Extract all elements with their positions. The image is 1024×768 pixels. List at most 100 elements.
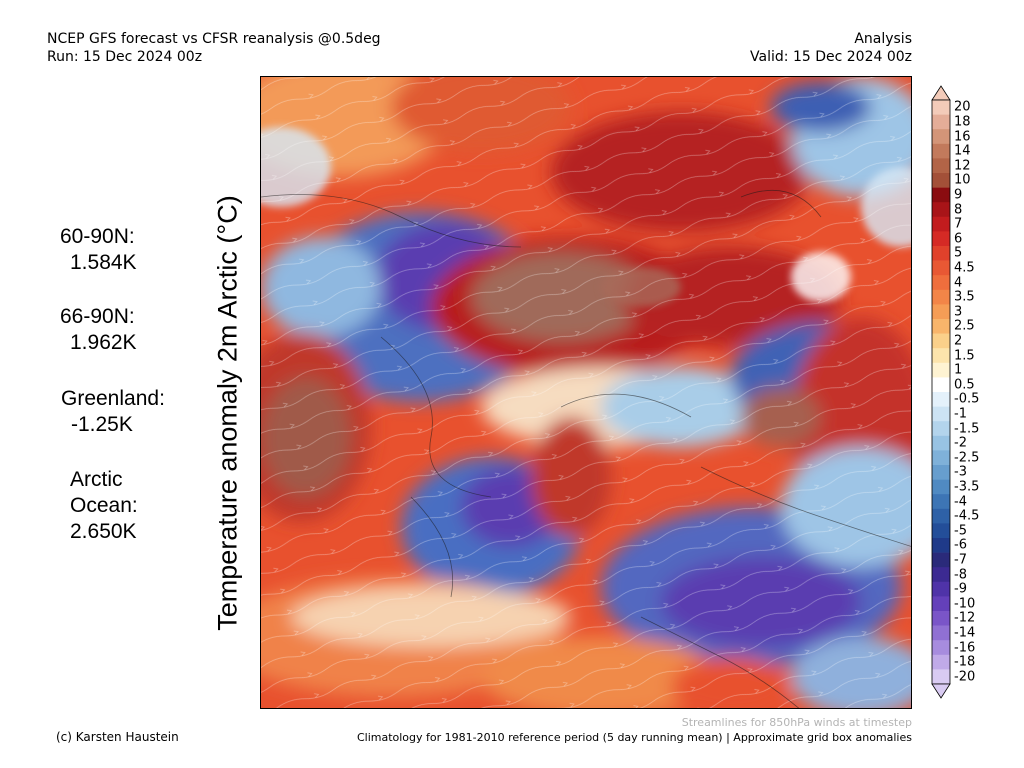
colorbar-tick-label: -18 xyxy=(954,654,976,670)
analysis-label: Analysis xyxy=(854,31,912,47)
colorbar-tick-label: 5 xyxy=(954,245,963,261)
colorbar-swatch xyxy=(932,392,950,407)
colorbar-swatch xyxy=(932,625,950,641)
colorbar-tick-label: -4 xyxy=(954,494,967,509)
title-line-1: NCEP GFS forecast vs CFSR reanalysis @0.… xyxy=(47,31,381,47)
colorbar-swatch xyxy=(932,289,950,305)
stat-label: Greenland: xyxy=(61,387,165,410)
colorbar-swatch xyxy=(932,377,950,393)
colorbar-tick-label: 14 xyxy=(954,143,971,159)
colorbar-swatch xyxy=(932,202,950,218)
colorbar-swatches xyxy=(931,85,951,699)
stat-value: 1.962K xyxy=(70,331,137,354)
colorbar-swatch xyxy=(932,231,950,247)
colorbar-swatch xyxy=(932,114,950,130)
stat-60-90n: 60-90N: 1.584K xyxy=(60,224,137,276)
colorbar-swatch xyxy=(932,187,950,203)
colorbar-tick-label: -3.5 xyxy=(954,479,980,495)
colorbar-tick-label: 2.5 xyxy=(954,318,975,334)
colorbar-swatch xyxy=(932,260,950,276)
colorbar-tick-label: 3.5 xyxy=(954,289,975,305)
streamlines-note: Streamlines for 850hPa winds at timestep xyxy=(681,716,912,729)
colorbar-swatch xyxy=(932,275,950,291)
colorbar-tick-label: -3 xyxy=(954,464,967,480)
colorbar-swatch xyxy=(932,552,950,568)
colorbar-tick-label: 4.5 xyxy=(954,260,975,276)
colorbar-swatch xyxy=(932,654,950,670)
colorbar-tick-label: 10 xyxy=(954,172,971,188)
colorbar-swatch xyxy=(932,246,950,261)
colorbar-tick-label: 0.5 xyxy=(954,377,975,393)
colorbar-swatch xyxy=(932,158,950,174)
colorbar-tick-label: 2 xyxy=(954,333,963,349)
colorbar-swatch xyxy=(932,640,950,656)
title-line-2: Run: 15 Dec 2024 00z xyxy=(47,49,203,65)
colorbar-tick-label: -10 xyxy=(954,596,976,612)
stat-label: Arctic Ocean: xyxy=(70,468,138,517)
colorbar-swatch xyxy=(932,333,950,349)
colorbar-swatch xyxy=(932,216,950,232)
anomaly-map-image xyxy=(261,77,911,708)
colorbar: 20 18 16 14 12 10 9 8 7 6 5 4.5 4 3.5 3 2.5 2 1.5 1 0.5 -0.5… xyxy=(931,85,1021,699)
colorbar-swatch xyxy=(932,421,950,437)
colorbar-swatch xyxy=(932,611,950,626)
colorbar-swatch xyxy=(932,173,950,188)
colorbar-tick-label: -4.5 xyxy=(954,508,980,524)
colorbar-tick-label: -2 xyxy=(954,435,967,451)
colorbar-bottom-arrow xyxy=(931,683,951,699)
colorbar-tick-label: -2.5 xyxy=(954,450,980,466)
stat-value: -1.25K xyxy=(71,413,133,436)
colorbar-swatch xyxy=(932,596,950,612)
colorbar-tick-label: 9 xyxy=(954,187,963,203)
colorbar-swatch xyxy=(932,304,950,320)
colorbar-tick-label: 20 xyxy=(954,99,971,115)
colorbar-tick-label: 7 xyxy=(954,216,963,232)
colorbar-tick-label: -1 xyxy=(954,406,967,422)
colorbar-swatch xyxy=(932,508,950,524)
colorbar-swatch xyxy=(932,494,950,510)
colorbar-swatch xyxy=(932,523,950,539)
colorbar-top-arrow xyxy=(931,85,951,101)
colorbar-swatch xyxy=(932,581,950,597)
stat-value: 2.650K xyxy=(70,520,137,543)
colorbar-tick-label: 4 xyxy=(954,275,963,290)
valid-block: Analysis Valid: 15 Dec 2024 00z xyxy=(750,30,912,66)
colorbar-tick-label: 1.5 xyxy=(954,348,975,363)
colorbar-swatch xyxy=(932,465,950,480)
stat-arctic-ocean: Arctic Ocean: 2.650K xyxy=(70,467,170,545)
stat-greenland: Greenland: -1.25K xyxy=(61,386,165,438)
colorbar-tick-label: 6 xyxy=(954,231,963,247)
colorbar-swatch xyxy=(932,406,950,422)
colorbar-tick-label: -0.5 xyxy=(954,391,980,407)
stat-value: 1.584K xyxy=(70,251,137,274)
colorbar-swatch xyxy=(932,319,950,334)
colorbar-tick-label: -1.5 xyxy=(954,421,980,436)
colorbar-swatch xyxy=(932,143,950,159)
colorbar-tick-label: -16 xyxy=(954,640,976,655)
colorbar-tick-label: -14 xyxy=(954,625,976,641)
colorbar-swatch xyxy=(932,669,950,685)
colorbar-tick-label: 12 xyxy=(954,158,971,174)
map-ylabel: Temperature anomaly 2m Arctic (°C) xyxy=(212,195,243,631)
colorbar-swatch xyxy=(932,362,950,378)
colorbar-swatch xyxy=(932,348,950,364)
anomaly-map xyxy=(260,76,912,709)
colorbar-swatch xyxy=(932,435,950,451)
colorbar-tick-label: -20 xyxy=(954,669,976,685)
stat-label: 60-90N: xyxy=(60,225,135,248)
colorbar-swatch xyxy=(932,450,950,466)
stat-label: 66-90N: xyxy=(60,305,135,328)
colorbar-swatch xyxy=(932,479,950,495)
colorbar-tick-label: -5 xyxy=(954,523,967,539)
colorbar-swatch xyxy=(932,567,950,583)
colorbar-tick-label: 18 xyxy=(954,114,971,130)
colorbar-tick-label: -12 xyxy=(954,610,976,626)
colorbar-tick-label: 16 xyxy=(954,129,971,144)
colorbar-tick-label: -6 xyxy=(954,537,967,553)
title-block: NCEP GFS forecast vs CFSR reanalysis @0.… xyxy=(47,30,381,66)
colorbar-swatch xyxy=(932,129,950,145)
colorbar-tick-label: 3 xyxy=(954,304,963,320)
colorbar-tick-label: 1 xyxy=(954,362,963,378)
colorbar-tick-label: -7 xyxy=(954,552,967,568)
colorbar-tick-label: 8 xyxy=(954,202,963,217)
